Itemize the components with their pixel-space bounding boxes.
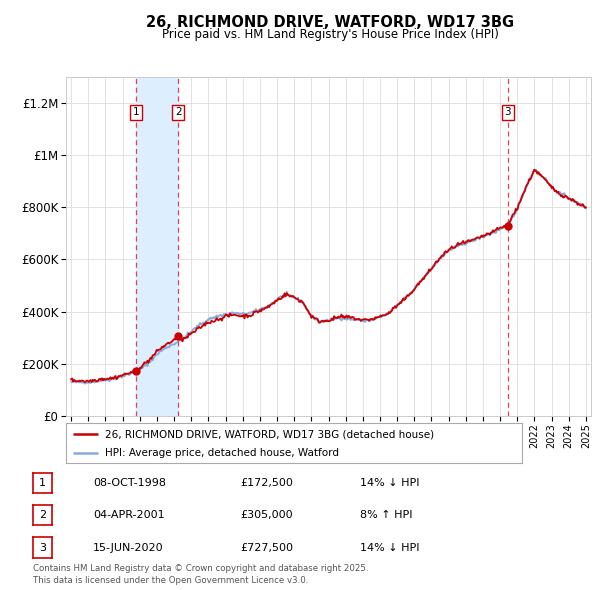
Text: 2: 2	[39, 510, 46, 520]
Text: 2: 2	[175, 107, 182, 117]
Text: 26, RICHMOND DRIVE, WATFORD, WD17 3BG (detached house): 26, RICHMOND DRIVE, WATFORD, WD17 3BG (d…	[105, 430, 434, 440]
Text: 14% ↓ HPI: 14% ↓ HPI	[360, 478, 419, 487]
Text: £172,500: £172,500	[240, 478, 293, 487]
Text: 3: 3	[505, 107, 511, 117]
Text: HPI: Average price, detached house, Watford: HPI: Average price, detached house, Watf…	[105, 448, 339, 458]
Text: 15-JUN-2020: 15-JUN-2020	[93, 543, 164, 552]
Text: 8% ↑ HPI: 8% ↑ HPI	[360, 510, 413, 520]
Text: 3: 3	[39, 543, 46, 552]
Text: 14% ↓ HPI: 14% ↓ HPI	[360, 543, 419, 552]
Text: 04-APR-2001: 04-APR-2001	[93, 510, 164, 520]
Text: Price paid vs. HM Land Registry's House Price Index (HPI): Price paid vs. HM Land Registry's House …	[161, 28, 499, 41]
Text: 1: 1	[133, 107, 139, 117]
Text: 08-OCT-1998: 08-OCT-1998	[93, 478, 166, 487]
Text: £727,500: £727,500	[240, 543, 293, 552]
Text: 26, RICHMOND DRIVE, WATFORD, WD17 3BG: 26, RICHMOND DRIVE, WATFORD, WD17 3BG	[146, 15, 514, 30]
Text: £305,000: £305,000	[240, 510, 293, 520]
Text: 1: 1	[39, 478, 46, 487]
Text: Contains HM Land Registry data © Crown copyright and database right 2025.
This d: Contains HM Land Registry data © Crown c…	[33, 565, 368, 585]
Bar	[136, 77, 178, 416]
